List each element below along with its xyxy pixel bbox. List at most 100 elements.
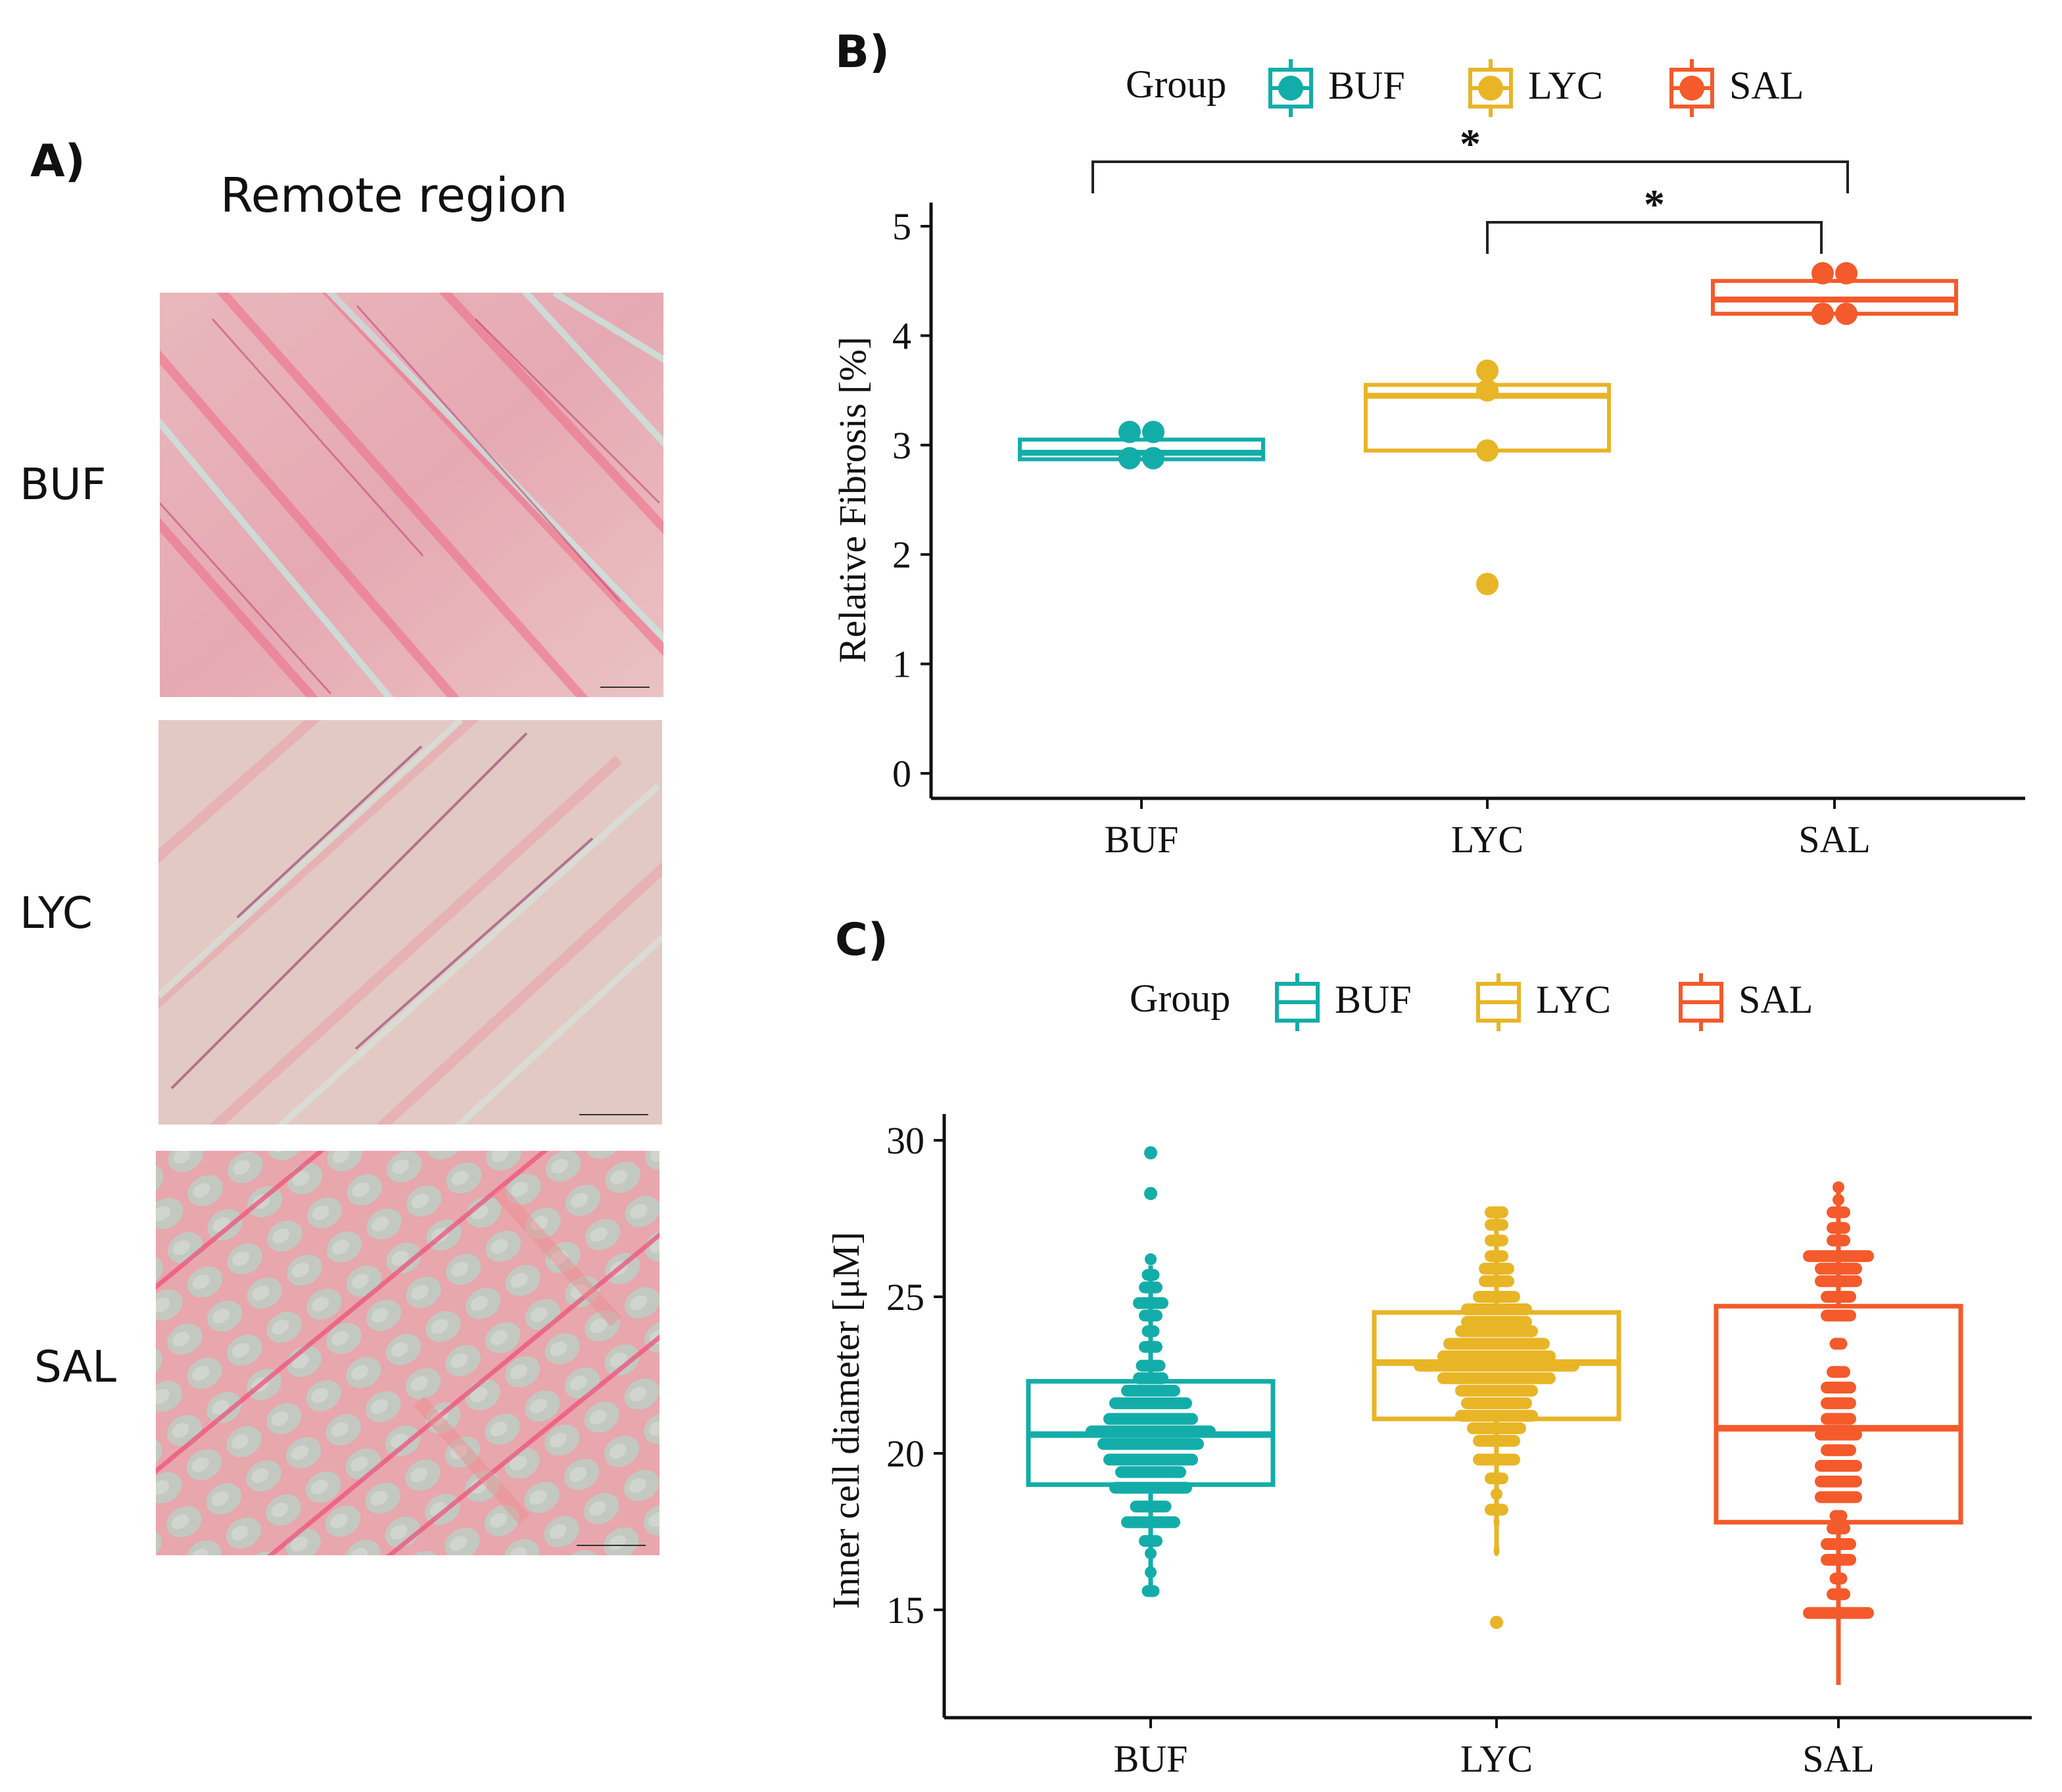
- dotplot-sal: [1803, 1181, 1874, 1619]
- panel-b-letter: B): [835, 26, 890, 78]
- dot-row: [1133, 1297, 1168, 1309]
- x-tick-label-lyc: LYC: [1460, 1737, 1533, 1780]
- dot-row: [1145, 1566, 1157, 1578]
- legend-key-lyc: [1476, 973, 1521, 1031]
- dot-row: [1821, 1397, 1856, 1409]
- dot-row: [1485, 1206, 1508, 1219]
- dot-row: [1141, 1585, 1160, 1597]
- dot-row: [1103, 1413, 1198, 1425]
- dot-row: [1493, 1544, 1500, 1557]
- dot-row: [1821, 1382, 1856, 1394]
- y-axis-title: Inner cell diameter [μM]: [825, 1232, 867, 1609]
- data-point-lyc: [1476, 439, 1499, 462]
- legend-title: Group: [1130, 977, 1230, 1020]
- legend-key-buf: [1275, 973, 1320, 1031]
- box-buf: [1018, 437, 1265, 462]
- legend-label-buf: BUF: [1335, 978, 1412, 1021]
- significance-star: *: [1460, 120, 1481, 167]
- dot-row: [1491, 1488, 1502, 1500]
- y-tick-label: 1: [892, 643, 911, 686]
- dot-row: [1455, 1325, 1538, 1338]
- y-axis-title: Relative Fibrosis [%]: [831, 337, 874, 663]
- dot-row: [1485, 1219, 1508, 1231]
- box-body: [1714, 1303, 1963, 1525]
- dot-row: [1827, 1222, 1850, 1234]
- y-tick-label: 3: [892, 424, 911, 467]
- outlier-point-buf: [1144, 1186, 1157, 1200]
- micrograph-buf: [160, 293, 663, 697]
- dot-row: [1493, 1516, 1500, 1528]
- dot-row: [1414, 1359, 1579, 1372]
- dot-row: [1121, 1516, 1180, 1528]
- dot-row: [1485, 1250, 1508, 1263]
- dot-row: [1130, 1500, 1172, 1513]
- micrograph-buf-texture: [160, 293, 663, 697]
- dot-row: [1141, 1325, 1160, 1338]
- legend-dot: [1278, 76, 1303, 101]
- x-tick-label-lyc: LYC: [1451, 818, 1523, 861]
- y-tick-label: 5: [892, 205, 911, 248]
- outlier-point-lyc: [1490, 1616, 1503, 1630]
- legend-key-sal: [1669, 59, 1714, 117]
- y-tick-label: 15: [886, 1589, 924, 1632]
- dot-row: [1103, 1453, 1198, 1466]
- dot-row: [1827, 1234, 1850, 1247]
- legend-dot: [1478, 76, 1503, 101]
- dot-row: [1467, 1422, 1526, 1434]
- dot-row: [1827, 1588, 1850, 1601]
- dot-row: [1821, 1291, 1856, 1303]
- y-tick-label: 30: [886, 1119, 924, 1162]
- data-point-buf: [1142, 420, 1164, 443]
- dot-row: [1829, 1572, 1848, 1585]
- box-sal: [1711, 279, 1958, 316]
- dot-row: [1815, 1428, 1862, 1441]
- legend-key-sal: [1679, 973, 1723, 1031]
- micrograph-lyc-texture: [158, 720, 662, 1125]
- row-label-lyc: LYC: [20, 888, 93, 938]
- dot-row: [1821, 1444, 1856, 1457]
- data-point-lyc: [1476, 359, 1499, 382]
- dot-row: [1461, 1397, 1532, 1409]
- dot-row: [1121, 1384, 1180, 1397]
- dot-row: [1815, 1460, 1862, 1472]
- row-label-sal: SAL: [34, 1342, 117, 1392]
- dot-row: [1485, 1472, 1508, 1485]
- data-point-sal: [1835, 262, 1858, 285]
- legend-title: Group: [1126, 62, 1226, 106]
- data-point-sal: [1811, 262, 1834, 285]
- dot-row: [1833, 1181, 1844, 1194]
- dot-row: [1437, 1372, 1556, 1384]
- legend-key-buf: [1268, 59, 1313, 117]
- significance-bracket: [1486, 221, 1823, 254]
- dot-row: [1815, 1275, 1862, 1288]
- dot-row: [1479, 1275, 1514, 1288]
- data-point-buf: [1118, 420, 1141, 443]
- dot-row: [1803, 1607, 1874, 1619]
- dot-row: [1136, 1359, 1166, 1372]
- significance-buf-sal: *: [1091, 120, 1849, 193]
- legend-label-sal: SAL: [1729, 64, 1804, 107]
- x-tick-label-buf: BUF: [1114, 1737, 1188, 1780]
- dot-row: [1133, 1372, 1168, 1384]
- dot-row: [1821, 1553, 1856, 1566]
- data-point-sal: [1811, 303, 1834, 326]
- dot-row: [1139, 1309, 1163, 1322]
- data-point-buf: [1142, 447, 1164, 470]
- dot-row: [1145, 1253, 1157, 1265]
- dot-row: [1473, 1434, 1520, 1447]
- y-tick-label: 4: [892, 314, 911, 357]
- panel-a-letter: A): [30, 135, 85, 187]
- significance-bracket: [1091, 160, 1849, 193]
- dotplot-lyc: [1414, 1206, 1579, 1557]
- x-tick-label-sal: SAL: [1798, 818, 1871, 861]
- dot-row: [1815, 1491, 1862, 1503]
- dot-row: [1473, 1291, 1520, 1303]
- dot-row: [1479, 1263, 1514, 1275]
- dot-row: [1829, 1510, 1848, 1522]
- dot-row: [1829, 1338, 1848, 1350]
- panel-a-title: Remote region: [220, 168, 568, 223]
- row-label-buf: BUF: [20, 459, 107, 510]
- dot-row: [1139, 1341, 1163, 1353]
- dot-row: [1455, 1384, 1538, 1397]
- legend-label-lyc: LYC: [1536, 978, 1611, 1021]
